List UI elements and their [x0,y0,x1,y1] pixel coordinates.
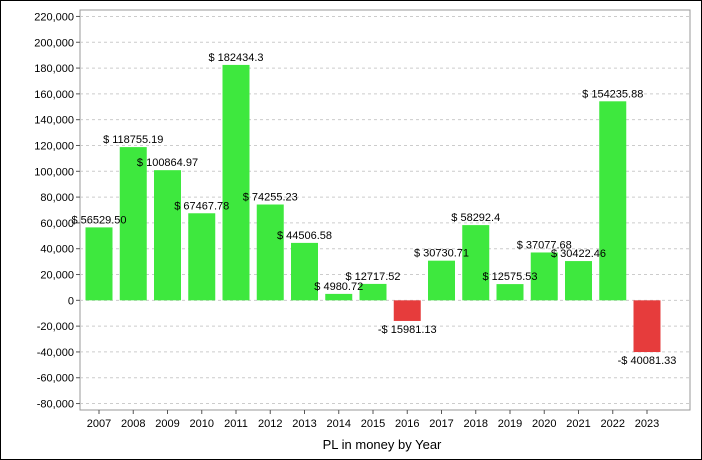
bar [428,260,455,301]
x-tick-label: 2008 [121,418,145,430]
bar [154,170,181,301]
y-tick-label: -80,000 [37,399,74,411]
bar [188,213,216,301]
data-label: $ 44506.58 [277,230,332,242]
data-label: $ 100864.97 [137,157,198,169]
grid-lines [79,9,691,411]
data-label: $ 30422.46 [551,248,606,260]
y-tick-label: 100,000 [34,166,74,178]
x-tick-label: 2013 [292,418,316,430]
y-tick-label: -60,000 [37,373,74,385]
bar [85,227,113,301]
x-tick-label: 2018 [464,418,488,430]
bar [462,225,490,301]
data-label: $ 12575.53 [482,271,537,283]
data-label: $ 37077.68 [517,239,572,251]
y-tick-label: 140,000 [34,115,74,127]
data-label: $ 154235.88 [582,88,643,100]
data-label: $ 30730.71 [414,248,469,260]
data-label: $ 182434.3 [208,52,263,64]
bar [256,204,284,301]
x-axis: 2007 2008 2009 2010 2011 2012 2013 2014 2015 2016… [87,410,659,430]
data-label: $ 4980.72 [314,281,363,293]
data-label: $ 67467.78 [174,200,229,212]
x-tick-label: 2017 [429,418,453,430]
bar [530,252,558,301]
bar [496,284,524,301]
y-tick-label: -20,000 [37,321,74,333]
bar [393,300,421,321]
data-label: $ 118755.19 [103,134,163,146]
bar [599,101,627,301]
x-tick-label: 2021 [566,418,590,430]
y-tick-label: 220,000 [34,11,74,23]
plot-area-border [79,9,691,411]
x-tick-label: 2020 [532,418,556,430]
x-tick-label: 2014 [327,418,351,430]
y-axis: 220,000 200,000 180,000 160,000 140,000 120,0… [34,11,80,411]
y-tick-label: 200,000 [34,37,74,49]
x-tick-label: 2015 [361,418,385,430]
y-tick-label: -40,000 [37,347,74,359]
y-tick-label: 60,000 [40,218,74,230]
x-tick-label: 2007 [87,418,111,430]
y-tick-label: 180,000 [34,63,74,75]
bar [565,261,592,301]
bar [633,300,661,353]
bar [222,64,250,301]
x-tick-label: 2016 [395,418,419,430]
data-label: -$ 15981.13 [378,324,437,336]
y-tick-label: 80,000 [40,192,74,204]
y-tick-label: 0 [68,295,74,307]
x-tick-label: 2023 [635,418,659,430]
x-axis-title: PL in money by Year [323,437,442,452]
y-tick-label: 160,000 [34,89,74,101]
data-labels: $ 56529.50 $ 118755.19 $ 100864.97 $ 67467.… [71,52,676,367]
bars [85,64,661,353]
bar [119,147,147,301]
bar [291,242,318,301]
bar [359,283,387,301]
data-label: $ 12717.52 [345,271,400,283]
data-label: $ 58292.4 [451,212,500,224]
y-tick-label: 20,000 [40,270,74,282]
x-tick-label: 2010 [190,418,214,430]
x-tick-label: 2012 [258,418,282,430]
y-tick-label: 120,000 [34,140,74,152]
data-label: $ 74255.23 [243,192,298,204]
bar [325,293,353,301]
x-tick-label: 2022 [601,418,625,430]
data-label: -$ 40081.33 [618,355,677,367]
x-tick-label: 2011 [224,418,248,430]
x-tick-label: 2009 [155,418,179,430]
x-tick-label: 2019 [498,418,522,430]
y-tick-label: 40,000 [40,244,74,256]
data-label: $ 56529.50 [71,214,126,226]
